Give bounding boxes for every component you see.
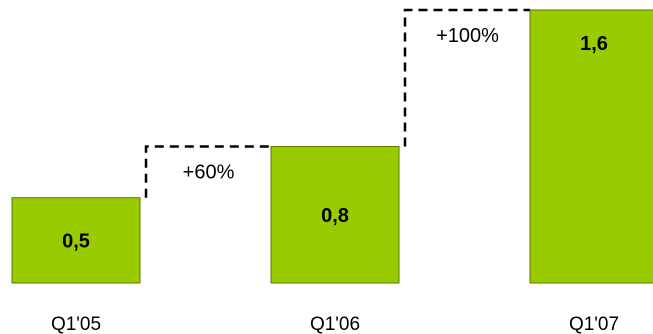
bar-value-label: 1,6 <box>580 33 608 55</box>
growth-label: +100% <box>436 25 499 47</box>
bars-layer <box>11 9 653 284</box>
bar-q106 <box>270 146 400 284</box>
bar-q107 <box>529 9 653 284</box>
growth-connector <box>403 8 530 147</box>
bar-value-label: 0,5 <box>62 230 90 252</box>
connectors-layer <box>144 8 530 198</box>
bar-q105 <box>11 197 141 284</box>
labels-layer: 0,5 Q1'05 0,8 Q1'06 1,6 Q1'07 +60% +100% <box>51 25 619 334</box>
category-label: Q1'05 <box>51 314 101 334</box>
category-label: Q1'07 <box>569 314 619 334</box>
category-label: Q1'06 <box>310 314 360 334</box>
growth-connector <box>144 145 271 198</box>
growth-label: +60% <box>183 162 235 184</box>
bar-value-label: 0,8 <box>321 205 349 227</box>
